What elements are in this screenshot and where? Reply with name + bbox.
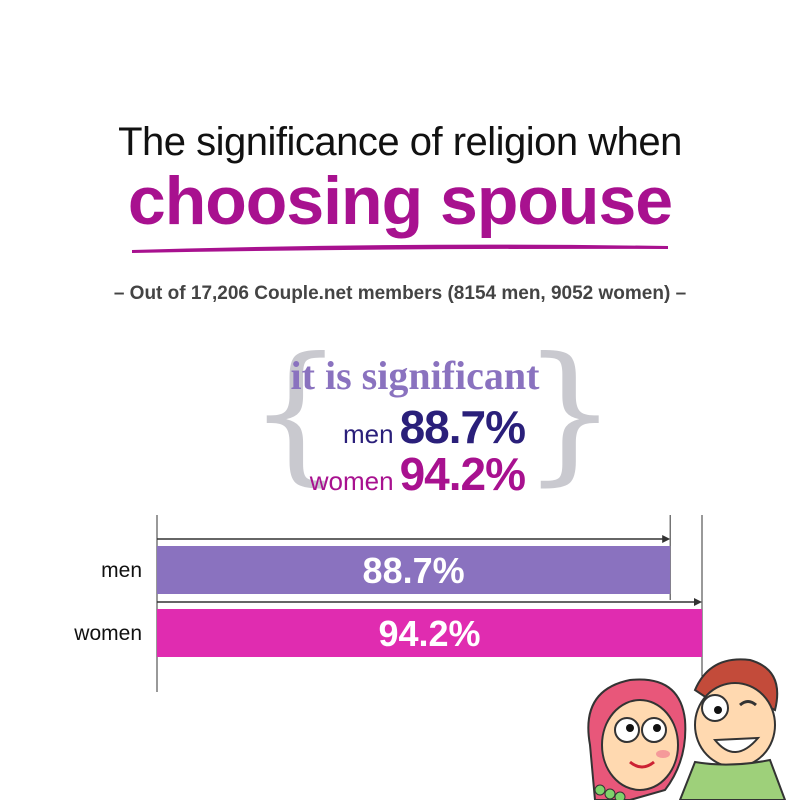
woman-cheek <box>656 750 670 758</box>
man-eye-right <box>739 700 757 707</box>
callout-men-value: 88.7% <box>399 401 526 453</box>
bar-category-label: women <box>73 622 142 645</box>
callout-heading: it is significant <box>290 353 540 398</box>
chart-bar <box>157 609 702 657</box>
brush-underline <box>132 244 668 253</box>
bar-category-label: men <box>101 559 142 582</box>
man-mouth <box>712 736 761 753</box>
arrowhead-icon <box>694 598 702 606</box>
bar-value-label: 94.2% <box>378 613 480 654</box>
bar-value-label: 88.7% <box>363 550 465 591</box>
chart-bar <box>157 546 671 594</box>
callout-men-label: men <box>342 419 394 449</box>
necklace-icon <box>594 784 626 800</box>
man-face <box>694 682 776 768</box>
page-title-highlight: choosing spouse <box>127 163 673 239</box>
woman-pupil-right <box>653 724 661 732</box>
arrowhead-icon <box>662 535 671 543</box>
woman-mouth <box>629 760 655 769</box>
right-brace-icon: } <box>522 326 618 500</box>
left-brace-icon: { <box>248 326 344 500</box>
couple-illustration <box>587 658 787 800</box>
man-body <box>678 758 787 800</box>
man-pupil-left <box>714 706 722 714</box>
woman-face <box>601 699 679 791</box>
page-title: The significance of religion when <box>118 120 682 164</box>
callout-women: women 94.2% <box>250 447 526 501</box>
callout-women-value: 94.2% <box>399 448 526 500</box>
subtitle: – Out of 17,206 Couple.net members (8154… <box>113 283 687 304</box>
woman-pupil-left <box>626 724 634 732</box>
callout-women-label: women <box>309 466 394 496</box>
callout-men: men 88.7% <box>250 400 526 454</box>
